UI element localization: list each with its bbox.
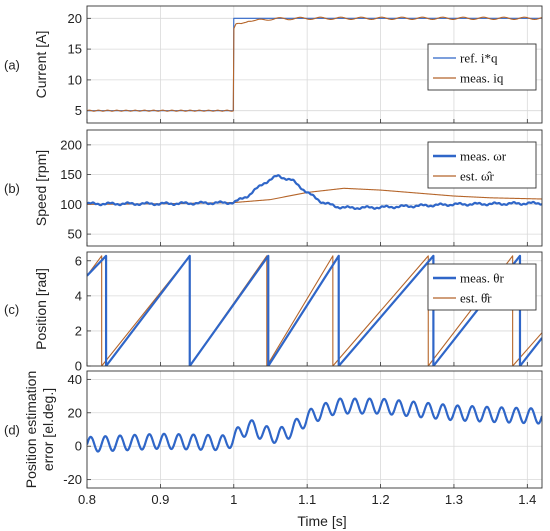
panel-label: (d) (4, 423, 20, 438)
y-axis-label: error [el.deg.] (40, 388, 56, 471)
legend-label: meas. θr (460, 271, 504, 286)
y-tick-label: 20 (68, 11, 82, 26)
y-tick-label: 200 (60, 137, 82, 152)
y-tick-label: 100 (60, 197, 82, 212)
legend-box (427, 141, 537, 189)
y-axis-label: Position [rad] (33, 268, 49, 350)
x-tick-label: 1.2 (372, 492, 390, 507)
legend-box (427, 263, 537, 311)
y-tick-label: 15 (68, 42, 82, 57)
series-group (87, 397, 542, 453)
y-tick-label: 50 (68, 227, 82, 242)
y-tick-label: -20 (63, 472, 82, 487)
x-tick-label: 1.3 (445, 492, 463, 507)
axes-frame (86, 370, 543, 489)
panel-label: (b) (4, 181, 20, 196)
x-tick-label: 1 (230, 492, 237, 507)
x-tick-label: 1.4 (518, 492, 536, 507)
axes-frame (86, 129, 543, 247)
legend-label: ref. i*q (460, 51, 498, 66)
y-tick-label: 0 (75, 359, 82, 374)
legend-label: est. ω̂r (460, 169, 494, 184)
y-axis-label: Current [A] (33, 31, 49, 99)
y-tick-label: 6 (75, 253, 82, 268)
legend: ref. i*q meas. iq (427, 43, 537, 91)
series-line-primary (87, 174, 542, 211)
y-tick-label: 5 (75, 103, 82, 118)
axes-frame (86, 5, 543, 124)
series-line-secondary (87, 16, 542, 112)
y-axis-label: Speed [rpm] (33, 150, 49, 226)
panel-c: 0 2 4 6 (c) Position [rad] meas. θr est. θ̂r (4, 251, 543, 374)
y-axis-label: Position estimation (23, 371, 39, 489)
x-tick-label: 0.9 (151, 492, 169, 507)
series-group (87, 174, 542, 211)
y-tick-label: 40 (68, 372, 82, 387)
x-tick-label: 0.8 (78, 492, 96, 507)
legend-box (427, 43, 537, 91)
y-tick-label: 10 (68, 72, 82, 87)
legend: meas. θr est. θ̂r (427, 263, 537, 311)
legend: meas. ωr est. ω̂r (427, 141, 537, 189)
panel-a: 5 10 15 20 (a) Current [A] ref. i*q meas. iq (4, 5, 543, 124)
x-axis-label: Time [s] (297, 513, 346, 529)
y-tick-label: 4 (75, 288, 82, 303)
panel-d: 0.8 0.9 1 1.1 1.2 1.3 1.4 -20 0 20 40 (d) Position e… (4, 370, 543, 507)
y-tick-label: 2 (75, 323, 82, 338)
y-tick-label: 20 (68, 405, 82, 420)
legend-label: meas. ωr (460, 149, 507, 164)
legend-label: meas. iq (460, 71, 504, 86)
panel-label: (c) (4, 302, 19, 317)
panel-label: (a) (4, 58, 20, 73)
axes-frame (86, 251, 543, 367)
panel-b: 50 100 150 200 (b) Speed [rpm] meas. ωr est. ω̂… (4, 129, 543, 247)
y-tick-label: 0 (75, 439, 82, 454)
legend-label: est. θ̂r (460, 291, 492, 306)
plot-area (87, 371, 542, 488)
y-tick-label: 150 (60, 167, 82, 182)
series-line-primary (87, 397, 542, 453)
x-tick-label: 1.1 (298, 492, 316, 507)
series-group (87, 16, 542, 112)
